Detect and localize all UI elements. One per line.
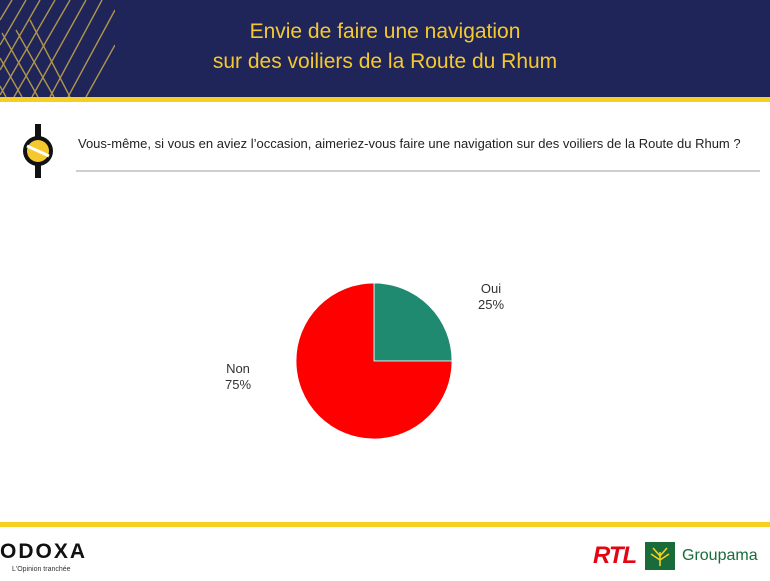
page-title: Envie de faire une navigation sur des vo… bbox=[0, 17, 770, 77]
groupama-logo: Groupama bbox=[682, 547, 758, 564]
slice-value-non: 75% bbox=[225, 377, 251, 392]
title-line-1: Envie de faire une navigation bbox=[249, 20, 521, 43]
header-banner: Envie de faire une navigation sur des vo… bbox=[0, 0, 770, 97]
pie-slice-oui bbox=[373, 282, 453, 362]
groupama-leaf-icon bbox=[645, 542, 675, 570]
odoxa-logo-text: ODOXA bbox=[0, 540, 88, 563]
odoxa-logo: ODOXA bbox=[0, 540, 87, 564]
question-divider bbox=[76, 170, 760, 172]
slice-label-oui: Oui bbox=[481, 281, 501, 296]
slice-value-oui: 25% bbox=[478, 297, 504, 312]
title-line-2: sur des voiliers de la Route du Rhum bbox=[212, 50, 558, 73]
header-divider bbox=[0, 97, 770, 102]
pie-slice-non bbox=[295, 282, 453, 440]
slice-label-non: Non bbox=[226, 361, 250, 376]
chevron-pattern-icon bbox=[0, 0, 115, 97]
footer-divider bbox=[0, 522, 770, 527]
odoxa-coin-icon bbox=[23, 124, 53, 178]
odoxa-tagline: L'Opinion tranchée bbox=[12, 566, 71, 573]
question-text: Vous-même, si vous en aviez l’occasion, … bbox=[78, 136, 741, 151]
rtl-logo: RTL bbox=[593, 542, 637, 569]
